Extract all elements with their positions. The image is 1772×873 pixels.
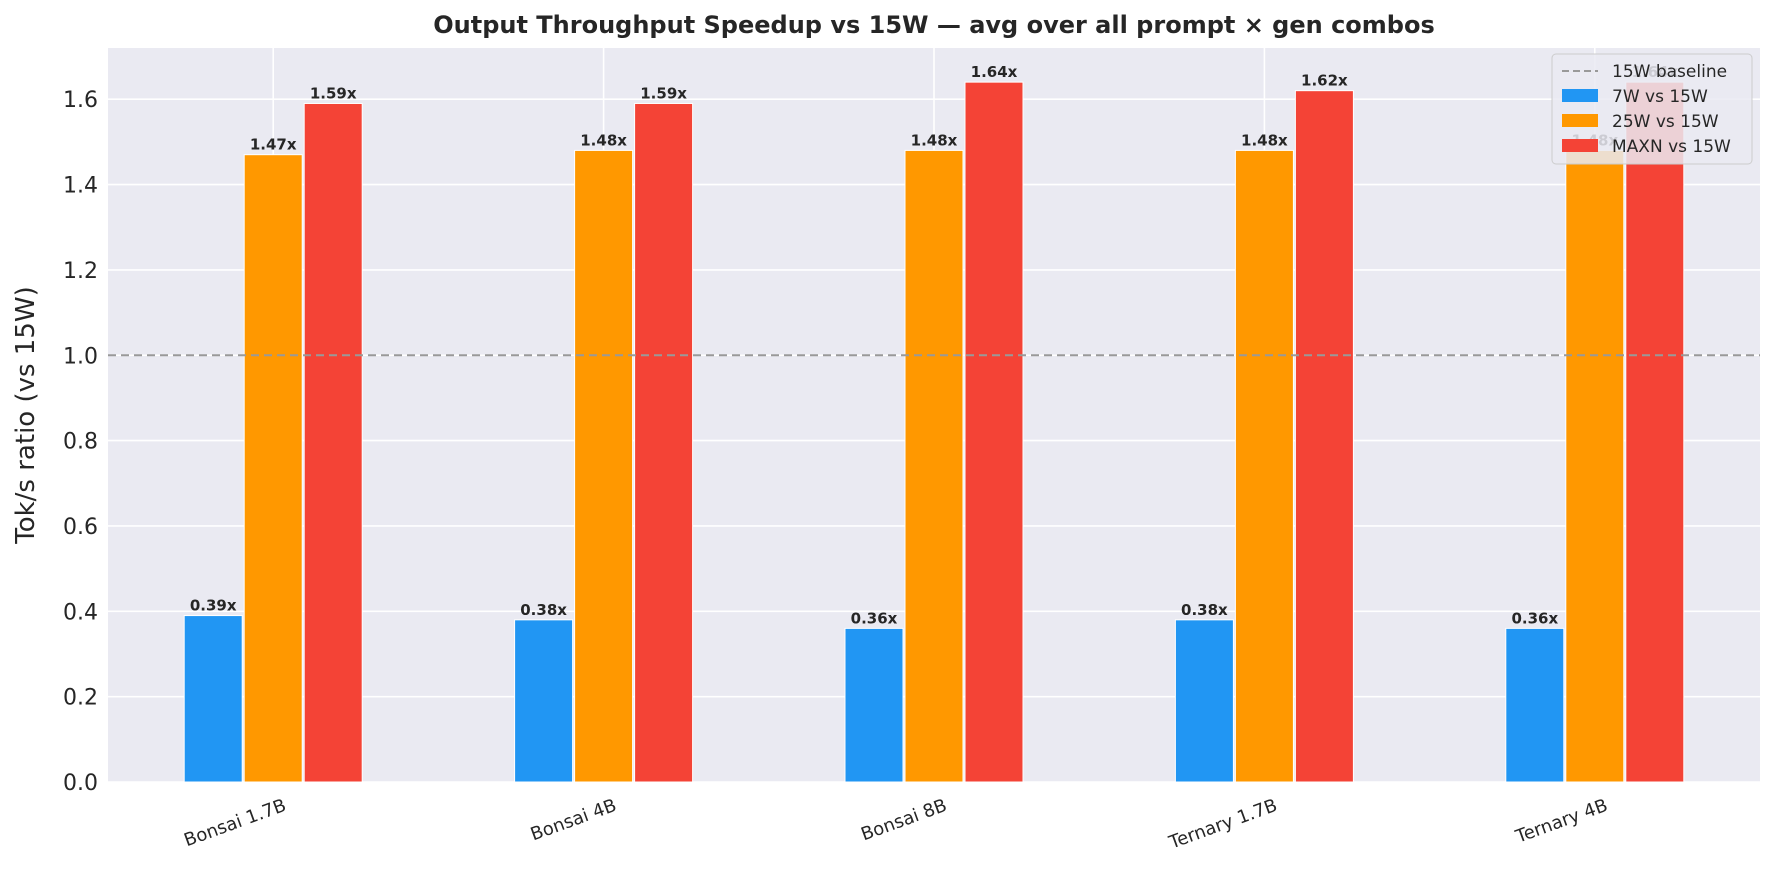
y-axis-label: Tok/s ratio (vs 15W) bbox=[11, 286, 41, 545]
y-tick-label: 1.4 bbox=[63, 174, 98, 199]
data-label: 0.36x bbox=[851, 609, 898, 627]
data-label: 1.62x bbox=[1301, 72, 1348, 90]
x-tick-label: Ternary 1.7B bbox=[1166, 795, 1281, 854]
legend-box bbox=[1551, 53, 1753, 165]
y-tick-label: 0.0 bbox=[63, 771, 98, 796]
legend-swatch bbox=[1562, 139, 1598, 152]
data-label: 1.48x bbox=[1241, 131, 1288, 149]
legend-label: MAXN vs 15W bbox=[1612, 137, 1731, 157]
bar bbox=[1234, 149, 1294, 783]
bars bbox=[183, 81, 1685, 783]
data-label: 1.48x bbox=[580, 131, 627, 149]
data-label: 1.64x bbox=[971, 63, 1018, 81]
legend-label: 15W baseline bbox=[1612, 62, 1727, 82]
x-ticks: Bonsai 1.7B Bonsai 4B Bonsai 8B Ternary 1.7… bbox=[181, 795, 1610, 854]
y-tick-label: 1.2 bbox=[63, 259, 98, 284]
legend-label: 25W vs 15W bbox=[1612, 112, 1719, 132]
bar bbox=[1174, 619, 1234, 783]
bar bbox=[1625, 81, 1685, 783]
bar bbox=[183, 615, 243, 783]
x-tick-label: Bonsai 4B bbox=[528, 795, 619, 845]
y-tick-label: 1.6 bbox=[63, 88, 98, 113]
data-label: 0.36x bbox=[1511, 609, 1558, 627]
bar bbox=[514, 619, 574, 783]
legend: 15W baseline 7W vs 15W 25W vs 15W MAXN vs 1… bbox=[1551, 53, 1753, 165]
data-label: 0.38x bbox=[520, 601, 567, 619]
bar bbox=[303, 102, 363, 783]
y-tick-label: 0.2 bbox=[63, 686, 98, 711]
data-label: 1.59x bbox=[640, 84, 687, 102]
x-tick-label: Bonsai 8B bbox=[858, 795, 949, 845]
data-label: 1.47x bbox=[250, 136, 297, 154]
bar bbox=[1505, 627, 1565, 783]
y-ticks: 0.0 0.2 0.4 0.6 0.8 1.0 1.2 1.4 1.6 bbox=[63, 88, 98, 796]
bar bbox=[904, 149, 964, 783]
bar bbox=[964, 81, 1024, 783]
legend-label: 7W vs 15W bbox=[1612, 87, 1708, 107]
bar bbox=[1565, 149, 1625, 783]
x-tick-label: Ternary 4B bbox=[1512, 795, 1610, 848]
bar bbox=[844, 627, 904, 783]
data-label: 1.59x bbox=[310, 84, 357, 102]
y-tick-label: 0.4 bbox=[63, 600, 98, 625]
y-tick-label: 0.6 bbox=[63, 515, 98, 540]
y-tick-label: 1.0 bbox=[63, 344, 98, 369]
data-label: 0.38x bbox=[1181, 601, 1228, 619]
data-label: 1.48x bbox=[911, 131, 958, 149]
bar bbox=[1294, 90, 1354, 783]
data-label: 0.39x bbox=[190, 597, 237, 615]
bar bbox=[243, 154, 303, 783]
bar bbox=[634, 102, 694, 783]
y-tick-label: 0.8 bbox=[63, 430, 98, 455]
data-labels: 0.39x 0.38x 0.36x 0.38x 0.36x 1.47x 1.48x 1.48x… bbox=[190, 63, 1679, 627]
x-tick-label: Bonsai 1.7B bbox=[181, 795, 289, 851]
legend-swatch bbox=[1562, 114, 1598, 127]
legend-swatch bbox=[1562, 89, 1598, 102]
chart-title: Output Throughput Speedup vs 15W — avg o… bbox=[433, 11, 1435, 39]
bar bbox=[574, 149, 634, 783]
